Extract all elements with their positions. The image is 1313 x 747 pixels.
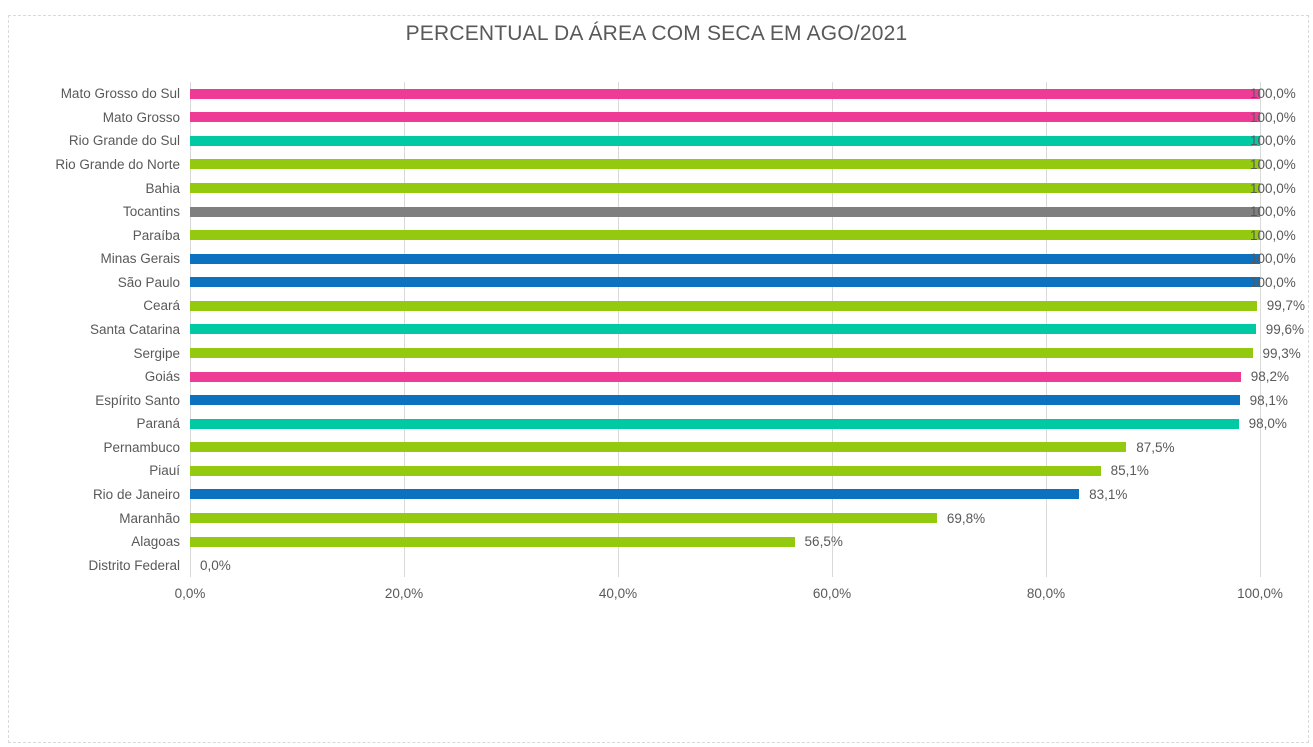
category-label: Pernambuco — [103, 439, 180, 455]
bar — [190, 88, 1260, 99]
bar-row: Rio Grande do Sul 100,0% — [0, 129, 1313, 153]
bar-row: Santa Catarina 99,6% — [0, 318, 1313, 342]
value-label: 85,1% — [1110, 463, 1149, 479]
value-label: 99,7% — [1266, 298, 1306, 314]
bar — [190, 418, 1239, 429]
bar — [190, 135, 1260, 146]
bar — [190, 442, 1127, 453]
category-label: Bahia — [145, 180, 180, 196]
bar-row: Alagoas 56,5% — [0, 530, 1313, 554]
bar-row: Espírito Santo 98,1% — [0, 388, 1313, 412]
category-label: Goiás — [144, 369, 180, 385]
bar-row: Distrito Federal 0,0% — [0, 553, 1313, 577]
category-label: Piauí — [149, 463, 180, 479]
value-label: 100,0% — [1250, 133, 1296, 149]
category-label: Espírito Santo — [95, 392, 180, 408]
bar — [190, 348, 1253, 359]
bar-row: Piauí 85,1% — [0, 459, 1313, 483]
value-label: 100,0% — [1250, 109, 1296, 125]
bar-row: Mato Grosso do Sul 100,0% — [0, 82, 1313, 106]
category-label: Sergipe — [133, 345, 180, 361]
bar-row: Paraná 98,0% — [0, 412, 1313, 436]
bar — [190, 183, 1260, 194]
bar — [190, 159, 1260, 170]
category-label: Rio de Janeiro — [92, 486, 180, 502]
x-tick-label: 60,0% — [812, 586, 852, 601]
bar — [190, 513, 937, 524]
bar — [190, 112, 1260, 123]
value-label: 100,0% — [1250, 274, 1296, 290]
bar-row: São Paulo 100,0% — [0, 271, 1313, 295]
value-label: 98,1% — [1249, 392, 1288, 408]
category-label: Ceará — [143, 298, 180, 314]
bar-row: Rio Grande do Norte 100,0% — [0, 153, 1313, 177]
value-label: 99,3% — [1262, 345, 1301, 361]
bar-row: Tocantins 100,0% — [0, 200, 1313, 224]
bar-row: Minas Gerais 100,0% — [0, 247, 1313, 271]
value-label: 100,0% — [1250, 86, 1296, 102]
category-label: Mato Grosso — [102, 109, 180, 125]
bar-row: Rio de Janeiro 83,1% — [0, 483, 1313, 507]
category-label: Maranhão — [119, 510, 180, 526]
bar — [190, 465, 1101, 476]
value-label: 83,1% — [1089, 486, 1128, 502]
bar — [190, 277, 1260, 288]
bar-row: Goiás 98,2% — [0, 365, 1313, 389]
chart-title: PERCENTUAL DA ÁREA COM SECA EM AGO/2021 — [405, 22, 908, 45]
category-label: Rio Grande do Norte — [55, 156, 180, 172]
value-label: 100,0% — [1250, 251, 1296, 267]
bar-rows: Mato Grosso do Sul 100,0% Mato Grosso 100,0… — [0, 82, 1313, 577]
x-tick-label: 100,0% — [1237, 586, 1283, 601]
value-label: 98,0% — [1248, 416, 1287, 432]
category-label: São Paulo — [117, 274, 180, 290]
bar — [190, 253, 1260, 264]
bar-row: Bahia 100,0% — [0, 176, 1313, 200]
bar — [190, 371, 1241, 382]
x-tick-label: 20,0% — [384, 586, 424, 601]
x-tick-label: 80,0% — [1026, 586, 1066, 601]
x-axis: 0,0% 20,0% 40,0% 60,0% 80,0% 100,0% — [0, 586, 1313, 606]
bar-row: Maranhão 69,8% — [0, 506, 1313, 530]
category-label: Santa Catarina — [89, 321, 180, 337]
bar-row: Ceará 99,7% — [0, 294, 1313, 318]
value-label: 100,0% — [1250, 180, 1296, 196]
value-label: 100,0% — [1250, 156, 1296, 172]
bar — [190, 300, 1257, 311]
x-tick-label: 0,0% — [174, 586, 206, 601]
value-label: 87,5% — [1136, 439, 1175, 455]
bar — [190, 536, 795, 547]
bar-row: Sergipe 99,3% — [0, 341, 1313, 365]
category-label: Mato Grosso do Sul — [60, 86, 180, 102]
bar — [190, 230, 1260, 241]
value-label: 100,0% — [1250, 204, 1296, 220]
category-label: Paraná — [136, 416, 180, 432]
value-label: 56,5% — [804, 534, 843, 550]
value-label: 69,8% — [946, 510, 986, 526]
category-label: Minas Gerais — [100, 251, 180, 267]
bar-row: Pernambuco 87,5% — [0, 436, 1313, 460]
value-label: 0,0% — [200, 557, 231, 573]
category-label: Tocantins — [122, 204, 180, 220]
bar — [190, 395, 1240, 406]
category-label: Rio Grande do Sul — [68, 133, 180, 149]
bar — [190, 324, 1256, 335]
category-label: Distrito Federal — [88, 557, 180, 573]
value-label: 100,0% — [1250, 227, 1296, 243]
value-label: 99,6% — [1265, 321, 1304, 337]
x-tick-label: 40,0% — [598, 586, 638, 601]
bar-row: Paraíba 100,0% — [0, 223, 1313, 247]
gridline — [1260, 82, 1261, 577]
bar — [190, 489, 1080, 500]
category-label: Alagoas — [131, 534, 180, 550]
bar — [190, 206, 1260, 217]
value-label: 98,2% — [1250, 369, 1290, 385]
category-label: Paraíba — [132, 227, 180, 243]
bar-row: Mato Grosso 100,0% — [0, 106, 1313, 130]
